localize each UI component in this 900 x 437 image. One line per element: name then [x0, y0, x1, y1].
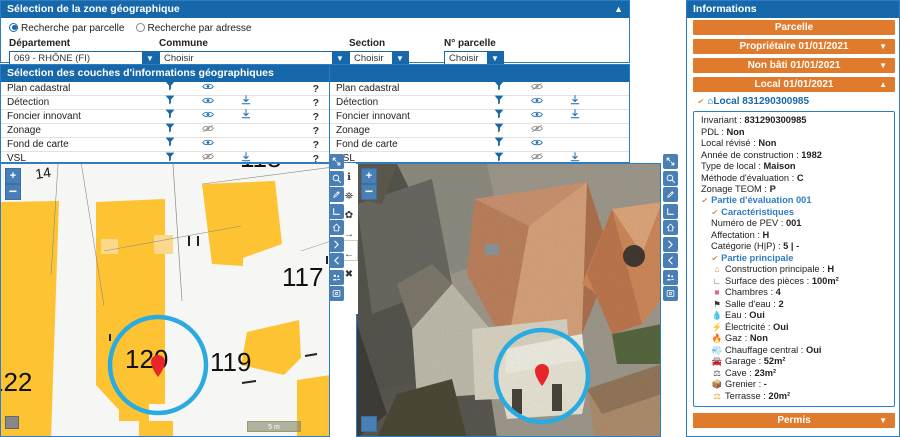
svg-text:119: 119	[210, 347, 251, 377]
svg-text:118: 118	[240, 164, 281, 173]
svg-text:122: 122	[1, 367, 32, 397]
svg-text:14: 14	[34, 164, 52, 182]
svg-text:117: 117	[282, 262, 323, 292]
